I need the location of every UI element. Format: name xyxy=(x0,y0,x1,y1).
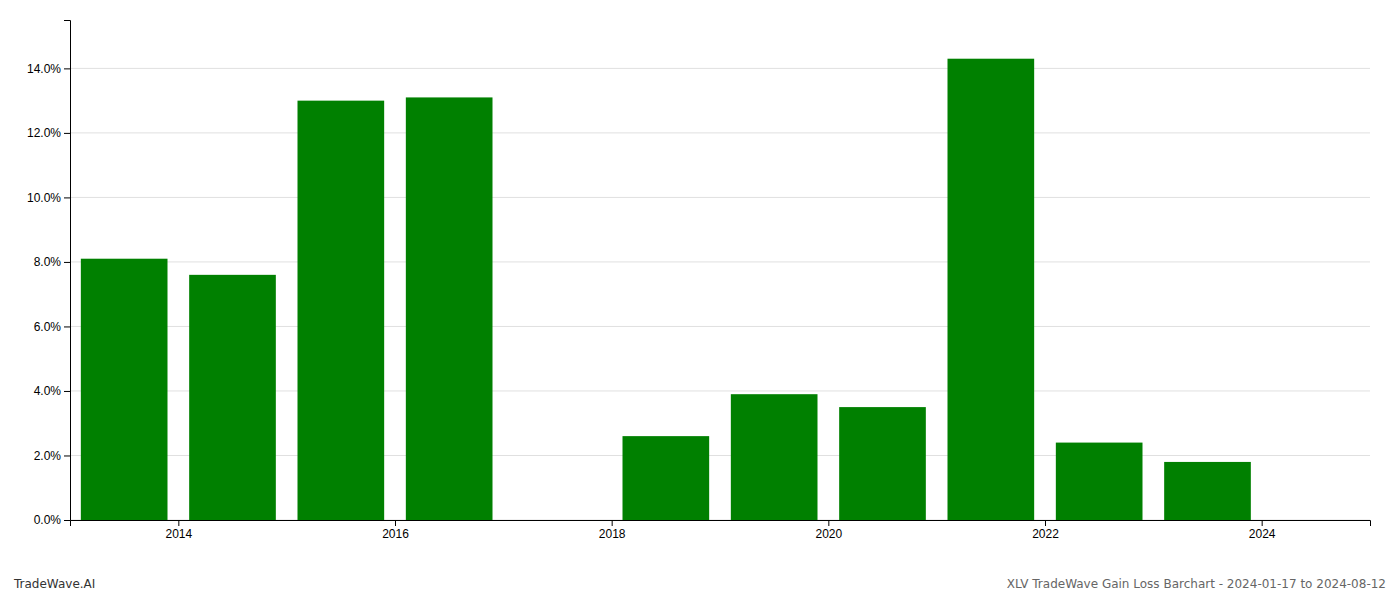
x-tick: 2024 xyxy=(1249,520,1276,541)
x-tick-mark xyxy=(1262,520,1263,526)
x-axis: 2014 2016 2018 2020 2022 2024 xyxy=(71,520,1371,541)
y-tick-label: 0.0% xyxy=(34,513,62,527)
footer: XLV TradeWave Gain Loss Barchart - 2024-… xyxy=(1007,577,1386,591)
y-tick-mark xyxy=(64,391,70,392)
y-tick-label: 4.0% xyxy=(34,384,62,398)
y-tick-label: 2.0% xyxy=(34,449,62,463)
watermark: TradeWave.AI xyxy=(13,577,95,591)
grid-line xyxy=(70,132,1370,133)
y-axis-line xyxy=(64,21,71,521)
grid-line xyxy=(70,68,1370,69)
x-tick-label: 2022 xyxy=(1032,527,1059,541)
y-tick-mark xyxy=(64,133,70,134)
x-tick-label: 2024 xyxy=(1249,527,1276,541)
y-tick: 0.0% xyxy=(34,513,70,527)
plot: 2014 2016 2018 2020 2022 2024 0.0% 2.0% 4.0% 6.0%… xyxy=(27,21,1371,541)
x-tick-mark xyxy=(612,520,613,526)
grid-line xyxy=(70,197,1370,198)
x-tick: 2016 xyxy=(382,520,409,541)
y-tick-label: 14.0% xyxy=(27,62,61,76)
x-axis-line xyxy=(71,521,1371,527)
x-tick-label: 2014 xyxy=(165,527,192,541)
bar xyxy=(81,259,168,520)
y-tick-label: 8.0% xyxy=(34,255,62,269)
grid-line xyxy=(70,261,1370,262)
grid xyxy=(70,68,1370,520)
y-tick-mark xyxy=(64,455,70,456)
x-tick: 2018 xyxy=(599,520,626,541)
bar xyxy=(1164,462,1251,520)
bar xyxy=(298,101,385,520)
bar xyxy=(731,394,818,520)
y-tick-mark xyxy=(64,68,70,69)
bar xyxy=(623,436,710,520)
y-tick-mark xyxy=(64,326,70,327)
y-tick: 14.0% xyxy=(27,62,70,76)
bar xyxy=(406,97,493,520)
y-tick-mark xyxy=(64,197,70,198)
x-tick: 2020 xyxy=(815,520,842,541)
y-axis: 0.0% 2.0% 4.0% 6.0% 8.0% 10.0% 12.0% 14.0% xyxy=(27,21,71,528)
chart: 2014 2016 2018 2020 2022 2024 0.0% 2.0% 4.0% 6.0%… xyxy=(0,0,1400,600)
y-tick: 8.0% xyxy=(34,255,70,269)
x-tick-label: 2020 xyxy=(815,527,842,541)
x-tick-label: 2016 xyxy=(382,527,409,541)
y-tick-label: 6.0% xyxy=(34,320,62,334)
x-tick-mark xyxy=(395,520,396,526)
x-tick: 2022 xyxy=(1032,520,1059,541)
bar xyxy=(189,275,276,520)
x-tick-label: 2018 xyxy=(599,527,626,541)
bar xyxy=(1056,443,1143,520)
bars xyxy=(81,59,1251,520)
x-tick-mark xyxy=(828,520,829,526)
bar xyxy=(948,59,1035,520)
x-tick: 2014 xyxy=(165,520,192,541)
y-tick-label: 12.0% xyxy=(27,126,61,140)
y-tick: 2.0% xyxy=(34,449,70,463)
y-tick: 12.0% xyxy=(27,126,70,140)
y-tick: 6.0% xyxy=(34,320,70,334)
x-tick-mark xyxy=(1045,520,1046,526)
y-tick-mark xyxy=(64,520,70,521)
y-tick: 4.0% xyxy=(34,384,70,398)
x-tick-mark xyxy=(178,520,179,526)
y-tick-label: 10.0% xyxy=(27,191,61,205)
annotations: TradeWave.AI XLV TradeWave Gain Loss Barc… xyxy=(13,577,1386,591)
bar xyxy=(839,407,926,520)
y-tick: 10.0% xyxy=(27,191,70,205)
y-tick-mark xyxy=(64,262,70,263)
